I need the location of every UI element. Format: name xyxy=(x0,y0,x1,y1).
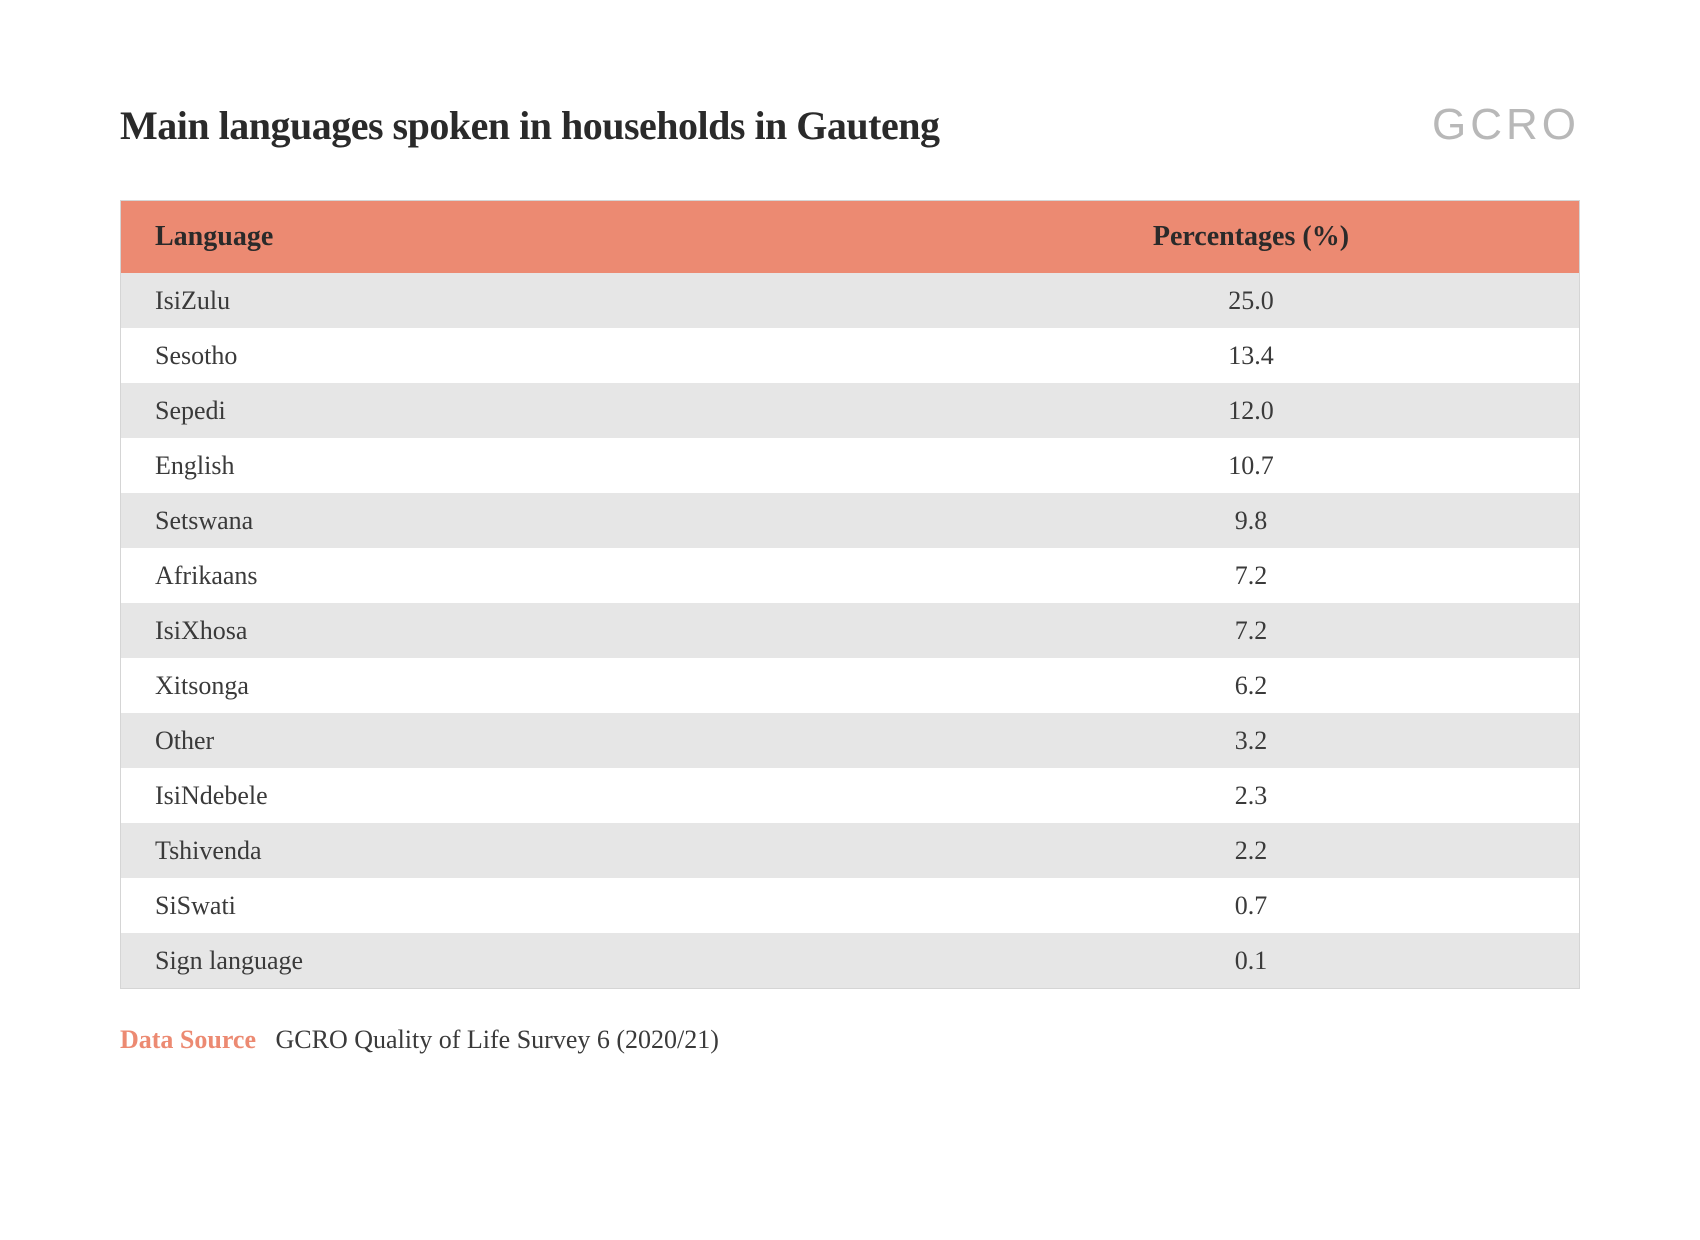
cell-percent: 2.3 xyxy=(923,768,1579,823)
cell-language: IsiXhosa xyxy=(121,603,923,658)
cell-percent: 10.7 xyxy=(923,438,1579,493)
cell-percent: 2.2 xyxy=(923,823,1579,878)
cell-language: Other xyxy=(121,713,923,768)
table-row: Other3.2 xyxy=(121,713,1579,768)
table-header: LanguagePercentages (%) xyxy=(121,201,1579,273)
cell-language: English xyxy=(121,438,923,493)
table-row: SiSwati0.7 xyxy=(121,878,1579,933)
col-header-percent: Percentages (%) xyxy=(923,201,1579,273)
page-title: Main languages spoken in households in G… xyxy=(120,102,939,149)
cell-language: Xitsonga xyxy=(121,658,923,713)
cell-language: Afrikaans xyxy=(121,548,923,603)
table-row: Setswana9.8 xyxy=(121,493,1579,548)
table-row: Sepedi12.0 xyxy=(121,383,1579,438)
data-source: Data Source GCRO Quality of Life Survey … xyxy=(120,1025,1580,1055)
table-row: Afrikaans7.2 xyxy=(121,548,1579,603)
data-source-label: Data Source xyxy=(120,1025,256,1054)
cell-percent: 6.2 xyxy=(923,658,1579,713)
table-row: Sign language0.1 xyxy=(121,933,1579,988)
gcro-logo: GCRO xyxy=(1432,100,1580,150)
cell-percent: 7.2 xyxy=(923,603,1579,658)
cell-percent: 25.0 xyxy=(923,273,1579,328)
cell-language: Tshivenda xyxy=(121,823,923,878)
languages-table: LanguagePercentages (%) IsiZulu25.0Sesot… xyxy=(121,201,1579,988)
table-row: IsiXhosa7.2 xyxy=(121,603,1579,658)
languages-table-container: LanguagePercentages (%) IsiZulu25.0Sesot… xyxy=(120,200,1580,989)
cell-language: IsiZulu xyxy=(121,273,923,328)
cell-language: Sepedi xyxy=(121,383,923,438)
cell-percent: 3.2 xyxy=(923,713,1579,768)
cell-percent: 12.0 xyxy=(923,383,1579,438)
col-header-language: Language xyxy=(121,201,923,273)
data-source-text: GCRO Quality of Life Survey 6 (2020/21) xyxy=(276,1025,719,1054)
cell-language: IsiNdebele xyxy=(121,768,923,823)
cell-language: Setswana xyxy=(121,493,923,548)
table-row: Tshivenda2.2 xyxy=(121,823,1579,878)
table-row: Sesotho13.4 xyxy=(121,328,1579,383)
cell-language: Sesotho xyxy=(121,328,923,383)
table-row: English10.7 xyxy=(121,438,1579,493)
table-row: IsiZulu25.0 xyxy=(121,273,1579,328)
cell-percent: 13.4 xyxy=(923,328,1579,383)
cell-language: SiSwati xyxy=(121,878,923,933)
header-row: Main languages spoken in households in G… xyxy=(120,100,1580,150)
cell-percent: 9.8 xyxy=(923,493,1579,548)
table-row: IsiNdebele2.3 xyxy=(121,768,1579,823)
table-body: IsiZulu25.0Sesotho13.4Sepedi12.0English1… xyxy=(121,273,1579,988)
cell-percent: 7.2 xyxy=(923,548,1579,603)
cell-language: Sign language xyxy=(121,933,923,988)
cell-percent: 0.1 xyxy=(923,933,1579,988)
table-row: Xitsonga6.2 xyxy=(121,658,1579,713)
cell-percent: 0.7 xyxy=(923,878,1579,933)
